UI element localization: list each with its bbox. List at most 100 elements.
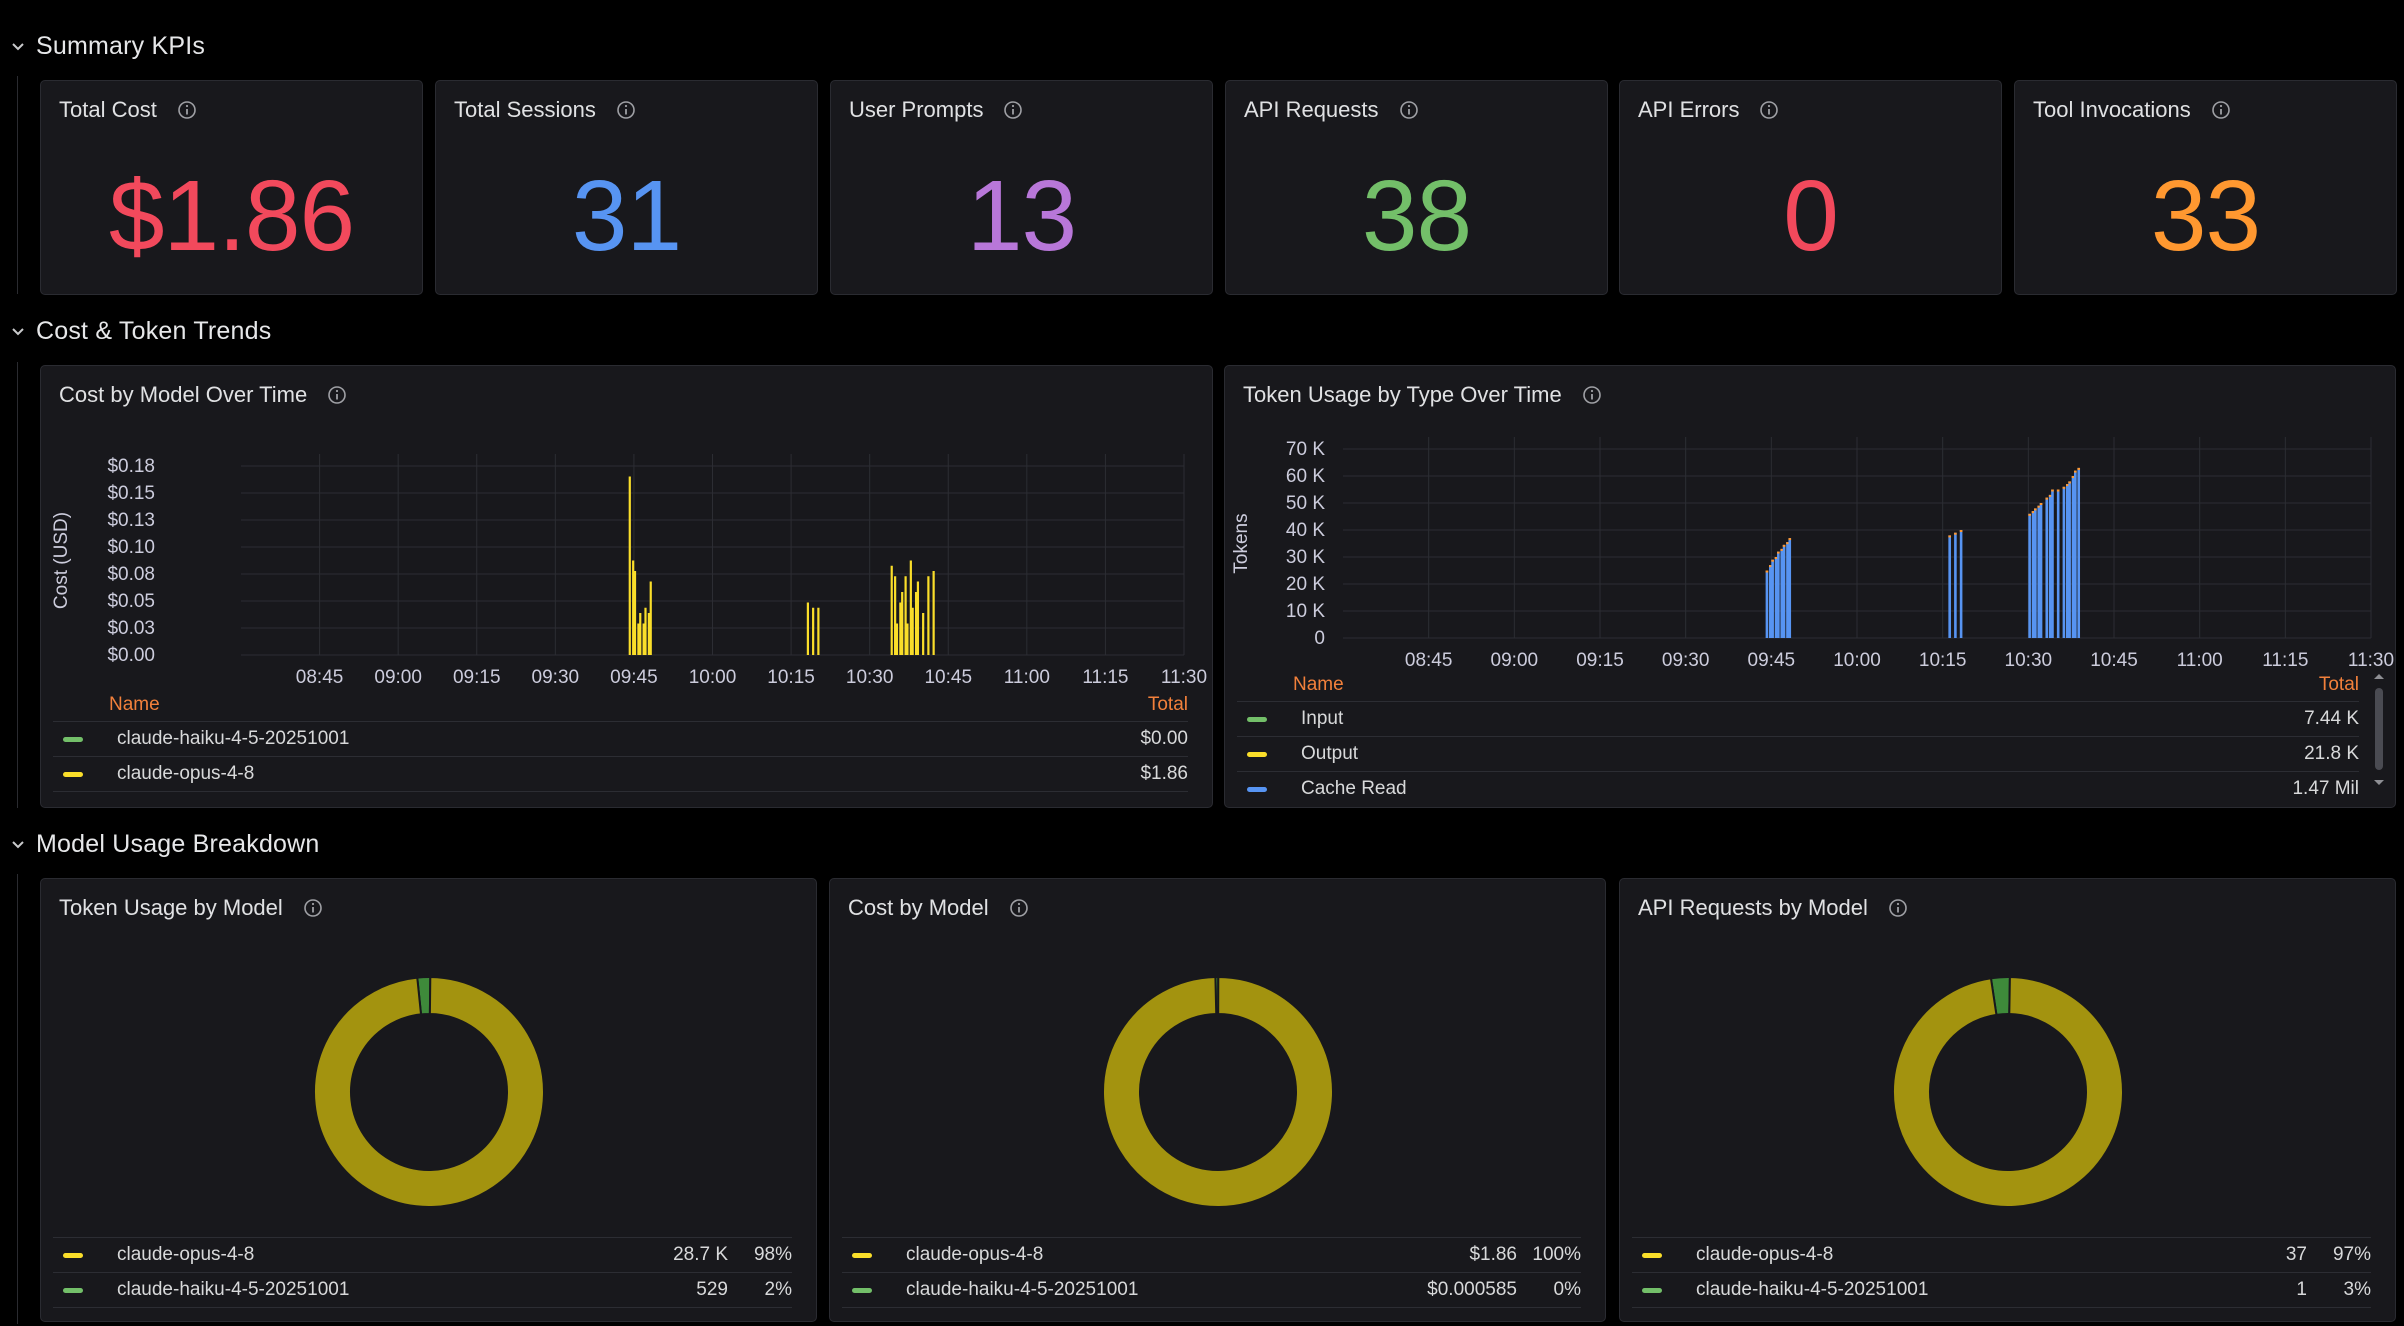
legend-item[interactable]: claude-opus-4-8 37 97% [1632, 1238, 2371, 1273]
token-timeseries-chart[interactable]: 0 10 K 20 K 30 K 40 K 50 K 60 K 70 K 08:45 09:00 0… [1225, 366, 2396, 666]
kpi-panel[interactable]: User Prompts 13 [830, 80, 1213, 295]
info-icon[interactable] [303, 898, 323, 918]
data-bar[interactable] [628, 476, 631, 656]
legend-item[interactable]: claude-haiku-4-5-20251001 529 2% [53, 1273, 792, 1308]
data-bar[interactable] [637, 623, 640, 656]
data-bar[interactable] [2031, 511, 2035, 638]
data-bar[interactable] [2051, 489, 2054, 639]
donut-chart[interactable] [1620, 879, 2396, 1239]
chevron-down-icon[interactable] [0, 311, 36, 351]
legend-total-header[interactable]: Total [2318, 673, 2359, 695]
data-bar[interactable] [911, 607, 914, 655]
data-bar[interactable] [633, 571, 637, 655]
scroll-up-icon[interactable] [2373, 671, 2385, 681]
data-bar[interactable] [2077, 467, 2081, 638]
data-bar[interactable] [894, 576, 897, 655]
data-bar[interactable] [2062, 486, 2066, 638]
data-bar[interactable] [642, 623, 645, 656]
donut-slice-claude-opus-4-8[interactable] [313, 975, 545, 1208]
data-bar[interactable] [632, 560, 635, 656]
legend-item[interactable]: claude-haiku-4-5-20251001 $0.000585 0% [842, 1273, 1581, 1308]
kpi-panel[interactable]: API Errors 0 [1619, 80, 2002, 295]
data-bar[interactable] [1786, 542, 1789, 638]
donut-panel[interactable]: Token Usage by Model claude-opus-4-8 28.… [40, 878, 817, 1322]
data-bar[interactable] [2066, 484, 2069, 638]
data-bar[interactable] [927, 576, 930, 655]
legend-scrollbar[interactable] [2375, 688, 2383, 770]
legend-name-header[interactable]: Name [1293, 673, 1344, 695]
info-icon[interactable] [327, 385, 347, 405]
data-bar[interactable] [904, 576, 907, 655]
kpi-panel[interactable]: API Requests 38 [1225, 80, 1608, 295]
data-bar[interactable] [914, 592, 918, 655]
info-icon[interactable] [1582, 385, 1602, 405]
data-bar[interactable] [932, 571, 935, 655]
legend-item[interactable]: claude-haiku-4-5-20251001 1 3% [1632, 1273, 2371, 1308]
donut-chart[interactable] [41, 879, 817, 1239]
legend-item[interactable]: claude-opus-4-8 $1.86 [53, 757, 1188, 792]
data-bar[interactable] [909, 560, 912, 656]
data-bar[interactable] [1948, 535, 1951, 638]
data-bar[interactable] [2074, 470, 2077, 638]
data-bar[interactable] [1769, 565, 1772, 638]
panel-cost-by-model-over-time[interactable]: Cost by Model Over Time $0.00 $0.03 $0.05 $… [40, 365, 1213, 808]
data-bar[interactable] [2045, 497, 2049, 638]
data-bar[interactable] [1959, 530, 1963, 638]
data-bar[interactable] [2039, 503, 2043, 638]
info-icon[interactable] [1009, 898, 1029, 918]
donut-panel[interactable]: API Requests by Model claude-opus-4-8 37… [1619, 878, 2396, 1322]
donut-panel[interactable]: Cost by Model claude-opus-4-8 $1.86 100%… [829, 878, 1606, 1322]
data-bar[interactable] [1780, 548, 1784, 638]
data-bar[interactable] [2034, 508, 2037, 638]
data-bar[interactable] [1782, 544, 1786, 638]
data-bar[interactable] [644, 607, 647, 655]
legend-item[interactable]: claude-opus-4-8 28.7 K 98% [53, 1238, 792, 1273]
donut-chart[interactable] [830, 879, 1606, 1239]
row-header-model-usage-breakdown[interactable]: Model Usage Breakdown [0, 824, 320, 864]
row-header-summary-kpis[interactable]: Summary KPIs [0, 26, 205, 66]
data-bar[interactable] [922, 613, 925, 655]
data-bar[interactable] [2048, 494, 2052, 638]
panel-token-usage-by-type[interactable]: Token Usage by Type Over Time 0 10 K 20 K 3… [1224, 365, 2396, 808]
info-icon[interactable] [616, 100, 636, 120]
legend-total-header[interactable]: Total [1147, 693, 1188, 715]
chevron-down-icon[interactable] [0, 26, 36, 66]
scroll-down-icon[interactable] [2373, 778, 2385, 788]
data-bar[interactable] [1777, 551, 1780, 638]
data-bar[interactable] [1771, 559, 1774, 638]
data-bar[interactable] [906, 623, 909, 656]
data-bar[interactable] [899, 602, 902, 656]
kpi-panel[interactable]: Total Cost $1.86 [40, 80, 423, 295]
donut-slice-claude-opus-4-8[interactable] [1101, 975, 1334, 1208]
info-icon[interactable] [1759, 100, 1779, 120]
kpi-panel[interactable]: Total Sessions 31 [435, 80, 818, 295]
info-icon[interactable] [1888, 898, 1908, 918]
data-bar[interactable] [817, 607, 820, 655]
legend-item[interactable]: claude-opus-4-8 $1.86 100% [842, 1238, 1581, 1273]
data-bar[interactable] [639, 613, 642, 655]
data-bar[interactable] [901, 592, 904, 655]
data-bar[interactable] [2028, 513, 2031, 638]
data-bar[interactable] [1954, 532, 1957, 638]
data-bar[interactable] [916, 581, 920, 656]
kpi-panel[interactable]: Tool Invocations 33 [2014, 80, 2397, 295]
data-bar[interactable] [1788, 538, 1792, 638]
legend-name-header[interactable]: Name [109, 693, 160, 715]
donut-slice-claude-opus-4-8[interactable] [1892, 975, 2124, 1208]
chevron-down-icon[interactable] [0, 824, 36, 864]
data-bar[interactable] [1765, 570, 1769, 639]
data-bar[interactable] [890, 565, 893, 655]
row-header-cost-token-trends[interactable]: Cost & Token Trends [0, 311, 271, 351]
info-icon[interactable] [2211, 100, 2231, 120]
data-bar[interactable] [2071, 476, 2075, 638]
cost-timeseries-chart[interactable]: $0.00 $0.03 $0.05 $0.08 $0.10 $0.13 $0.15 $0.18… [41, 366, 1213, 686]
info-icon[interactable] [1399, 100, 1419, 120]
data-bar[interactable] [806, 602, 809, 656]
data-bar[interactable] [895, 623, 899, 656]
data-bar[interactable] [649, 581, 652, 656]
data-bar[interactable] [2056, 489, 2060, 639]
legend-item[interactable]: Cache Read 1.47 Mil [1237, 772, 2359, 798]
info-icon[interactable] [177, 100, 197, 120]
data-bar[interactable] [1774, 557, 1778, 638]
data-bar[interactable] [647, 613, 650, 655]
